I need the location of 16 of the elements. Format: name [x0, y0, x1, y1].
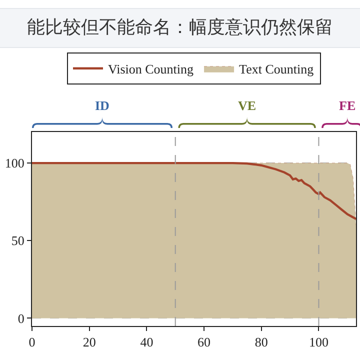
x-tick-label: 80: [254, 334, 268, 350]
x-tick-label: 60: [198, 334, 211, 350]
y-tick-label: 0: [18, 310, 24, 326]
text: VE: [238, 98, 256, 113]
legend-label: Text Counting: [239, 61, 314, 76]
x-tick-label: 20: [82, 334, 96, 350]
x-tick-label: 0: [28, 334, 36, 350]
line-series: [32, 162, 356, 220]
text: ID: [95, 98, 110, 113]
legend-label: Vision Counting: [108, 61, 194, 76]
x-tick-label: 100: [308, 334, 328, 350]
text: FE: [339, 98, 356, 113]
y-tick-label: 100: [4, 156, 24, 171]
chart-title: 能比较但不能命名：幅度意识仍然保留: [0, 8, 360, 48]
x-tick-label: 40: [140, 334, 154, 350]
y-tick-label: 50: [11, 233, 24, 248]
